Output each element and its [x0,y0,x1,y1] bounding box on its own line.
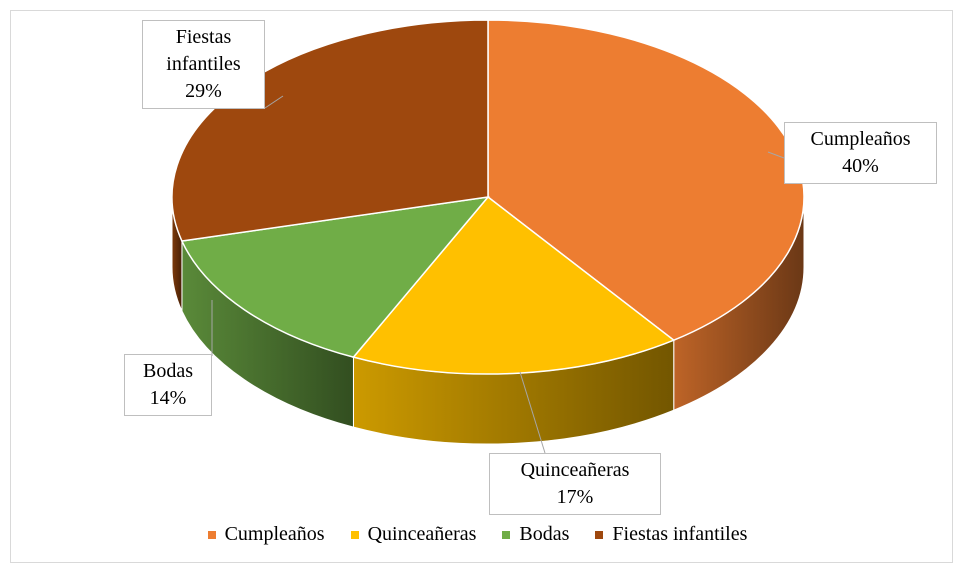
label-value: 29% [185,80,222,102]
legend-item: Cumpleaños [207,523,325,546]
chart-frame [10,10,953,563]
legend-item: Quinceañeras [350,523,477,546]
legend-label: Fiestas infantiles [612,523,748,545]
legend-item: Bodas [502,523,569,546]
label-value: 14% [149,387,187,409]
label-value: 17% [556,486,594,508]
label-category: Fiestas infantiles [166,26,241,75]
leader-line [264,95,284,109]
legend: Cumpleaños Quinceañeras Bodas Fiestas infan… [0,523,955,546]
legend-label: Bodas [519,523,570,545]
legend-label: Quinceañeras [367,523,477,545]
legend-swatch [595,530,604,539]
leader-line [767,151,785,159]
data-label: Quinceañeras 17% [489,453,661,515]
legend-swatch [502,530,511,539]
slice [352,195,676,375]
legend-item: Fiestas infantiles [595,523,747,546]
label-category: Bodas [143,360,193,382]
data-label: Fiestas infantiles 29% [142,20,265,109]
label-category: Quinceañeras [520,459,630,481]
slice [180,195,490,359]
legend-swatch [350,530,359,539]
legend-label: Cumpleaños [224,523,325,545]
leader-line [519,371,546,454]
label-value: 40% [842,155,879,177]
data-label: Bodas 14% [124,354,212,416]
legend-swatch [207,530,216,539]
label-category: Cumpleaños [810,128,911,150]
data-label: Cumpleaños 40% [784,122,937,184]
